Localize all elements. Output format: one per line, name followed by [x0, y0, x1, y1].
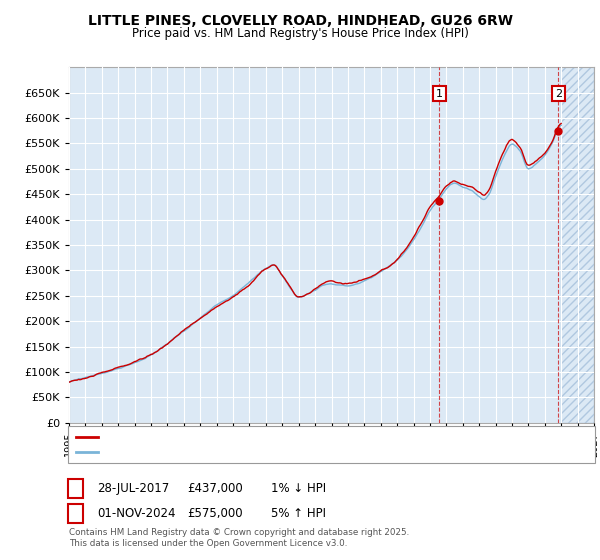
Text: 1% ↓ HPI: 1% ↓ HPI: [271, 482, 326, 495]
Text: 2: 2: [72, 507, 79, 520]
Text: 2: 2: [555, 88, 562, 99]
Bar: [561, 67, 594, 423]
Text: 01-NOV-2024: 01-NOV-2024: [97, 507, 176, 520]
Text: Contains HM Land Registry data © Crown copyright and database right 2025.
This d: Contains HM Land Registry data © Crown c…: [69, 528, 409, 548]
Text: £575,000: £575,000: [187, 507, 243, 520]
Text: LITTLE PINES, CLOVELLY ROAD, HINDHEAD, GU26 6RW: LITTLE PINES, CLOVELLY ROAD, HINDHEAD, G…: [88, 14, 512, 28]
Text: 1: 1: [72, 482, 79, 495]
Text: 5% ↑ HPI: 5% ↑ HPI: [271, 507, 326, 520]
Text: Price paid vs. HM Land Registry's House Price Index (HPI): Price paid vs. HM Land Registry's House …: [131, 27, 469, 40]
Text: 28-JUL-2017: 28-JUL-2017: [97, 482, 169, 495]
Text: £437,000: £437,000: [187, 482, 243, 495]
Text: 1: 1: [436, 88, 443, 99]
Text: HPI: Average price, semi-detached house, Waverley: HPI: Average price, semi-detached house,…: [104, 447, 362, 458]
Text: LITTLE PINES, CLOVELLY ROAD, HINDHEAD, GU26 6RW (semi-detached house): LITTLE PINES, CLOVELLY ROAD, HINDHEAD, G…: [104, 432, 493, 442]
